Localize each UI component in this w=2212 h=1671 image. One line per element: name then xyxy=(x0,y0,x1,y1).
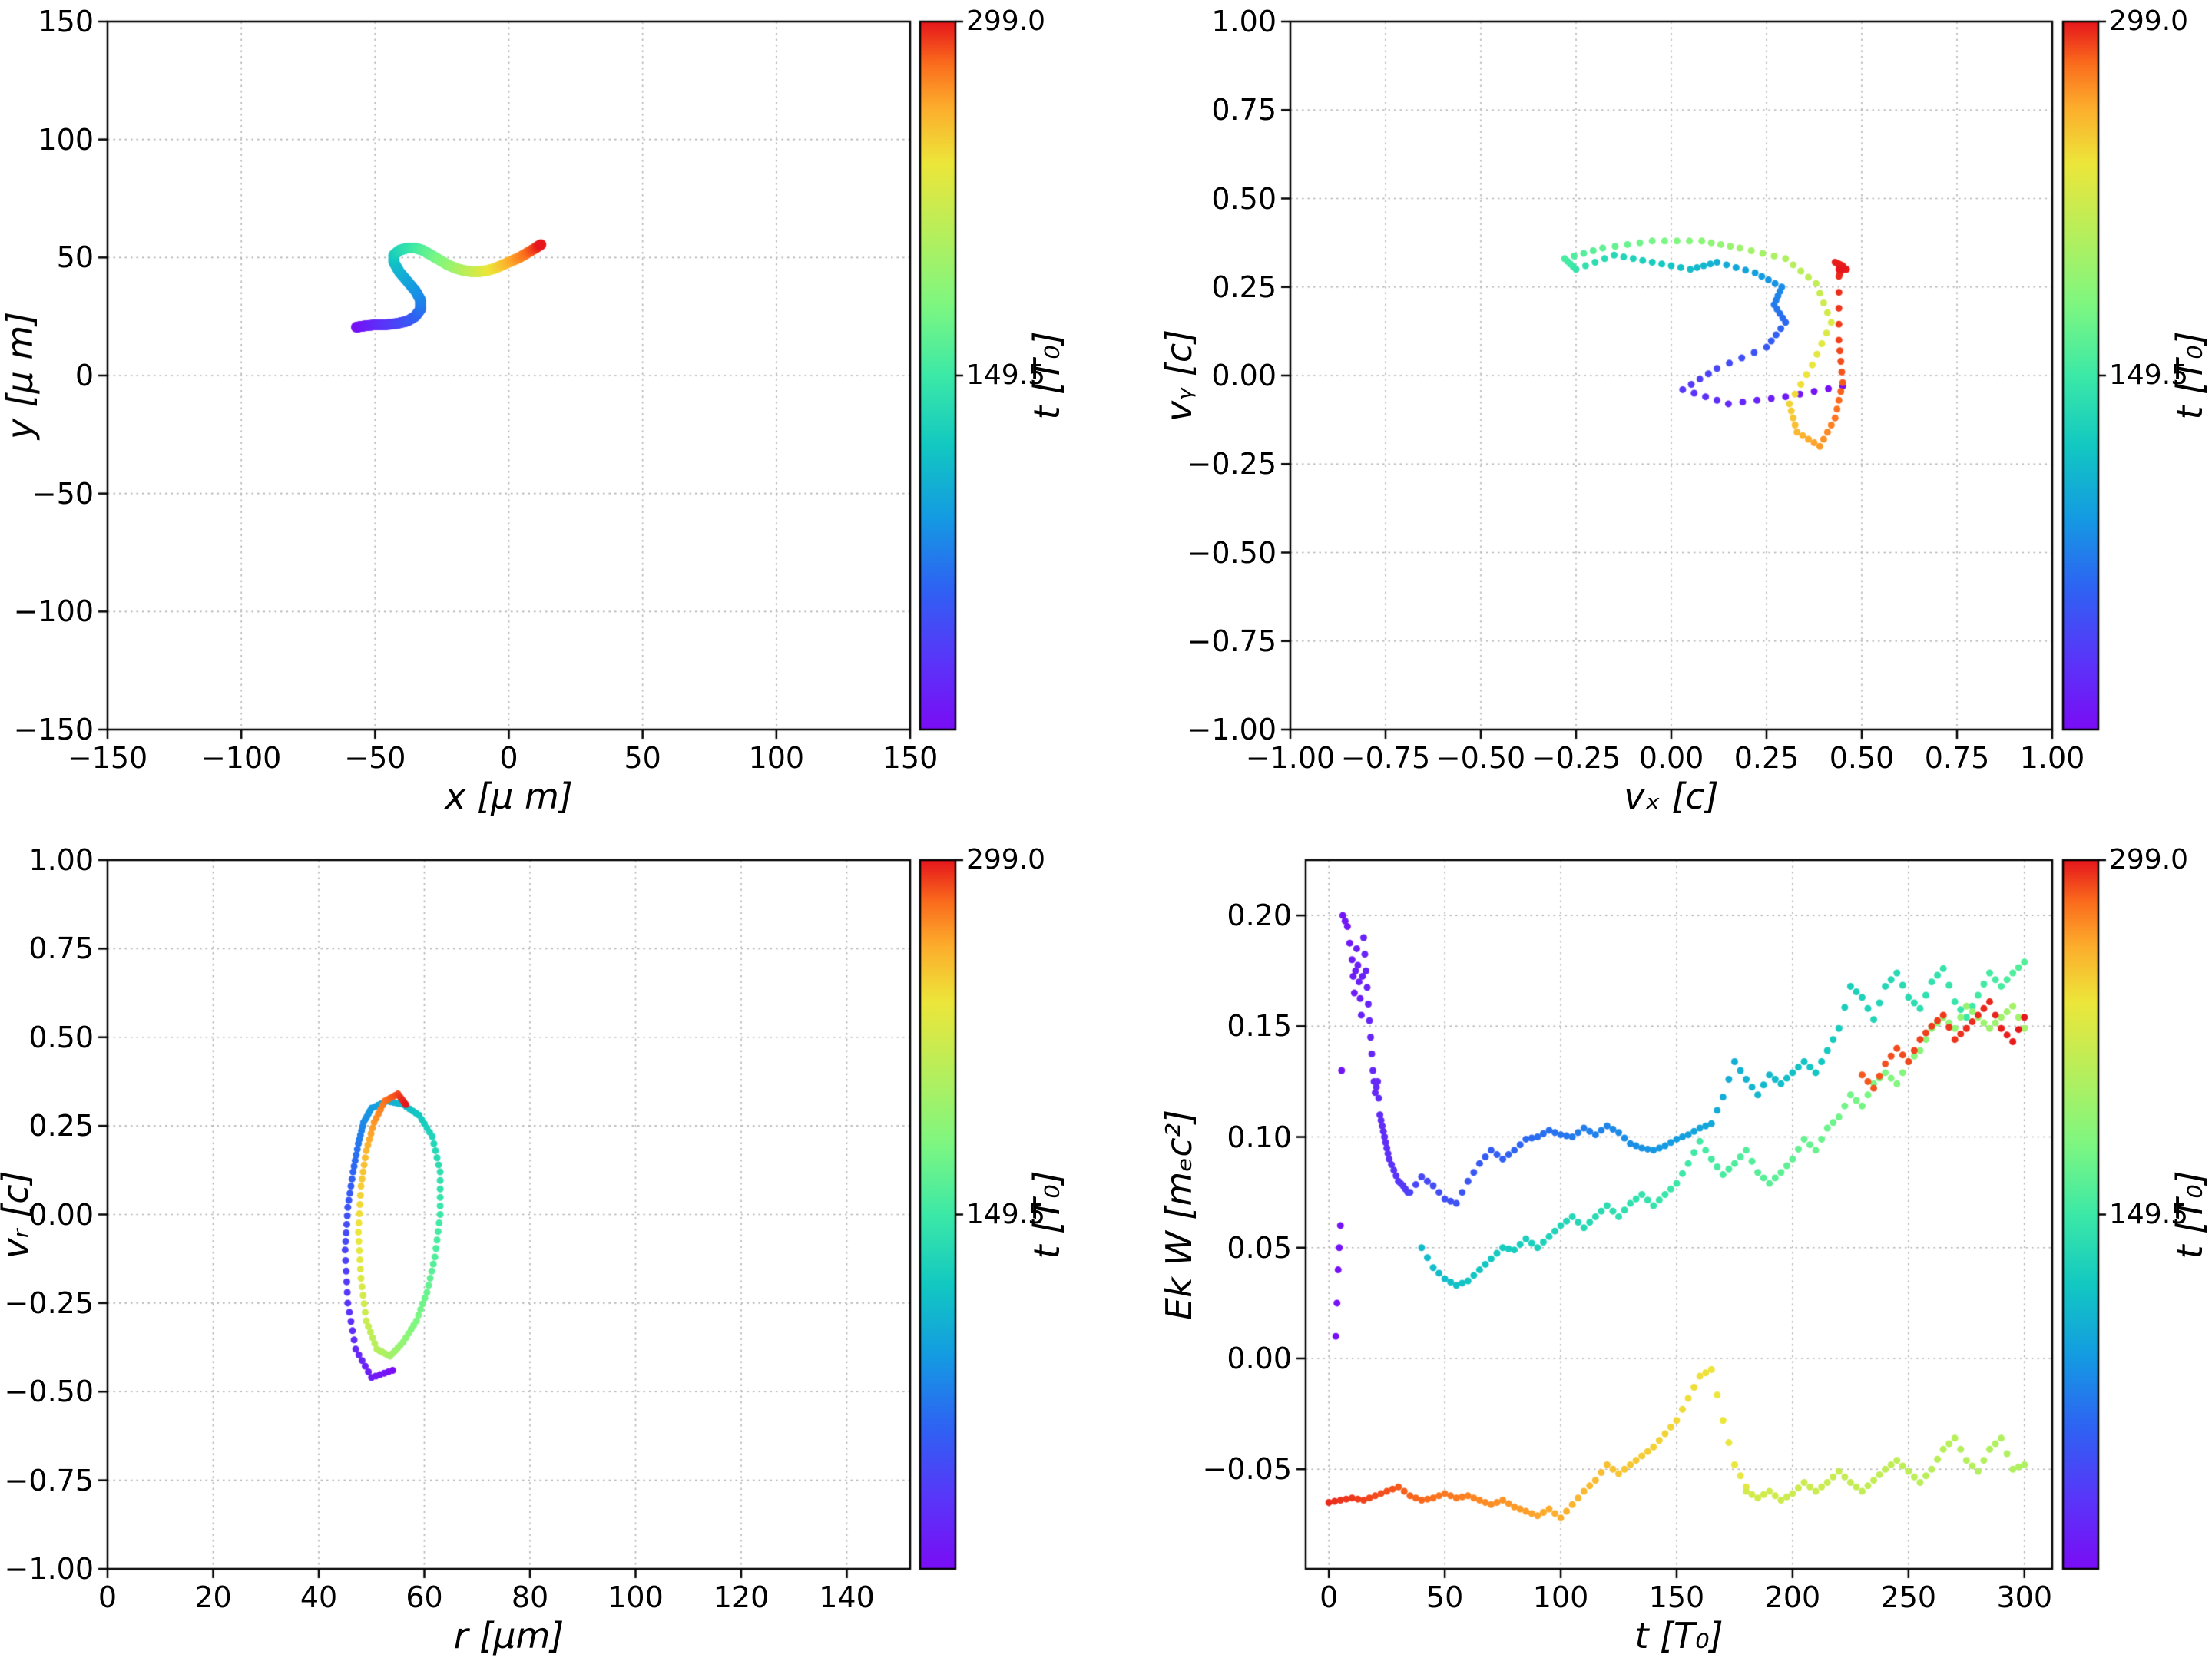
tick-label: 50 xyxy=(56,240,94,275)
tick-label: 50 xyxy=(1426,1580,1464,1614)
x-axis-label: t [T₀] xyxy=(1634,1615,1724,1656)
colorbar-tick-max: 299.0 xyxy=(2109,5,2189,37)
tick-label: 100 xyxy=(38,122,94,157)
tick-label: 1.00 xyxy=(1211,5,1277,38)
tick-label: 250 xyxy=(1880,1580,1937,1614)
tick-label: 100 xyxy=(608,1580,664,1614)
tick-label: −0.50 xyxy=(1435,741,1526,775)
tick-label: −0.05 xyxy=(1202,1452,1292,1487)
tick-label: 80 xyxy=(511,1580,549,1614)
tick-label: 0.50 xyxy=(1211,181,1277,216)
tick-label: 0 xyxy=(75,359,94,392)
tick-label: −1.00 xyxy=(1245,741,1336,775)
x-axis-label: vₓ [c] xyxy=(1624,776,1719,817)
tick-label: 0.50 xyxy=(1829,741,1895,775)
tick-label: −0.50 xyxy=(4,1375,94,1409)
y-axis-label: Ek W [mₑc²] xyxy=(1158,1109,1200,1320)
tick-label: 140 xyxy=(819,1580,875,1614)
tick-label: 1.00 xyxy=(2019,741,2085,775)
tick-label: −0.75 xyxy=(4,1463,94,1497)
tick-label: 200 xyxy=(1764,1580,1821,1614)
tick-label: −0.50 xyxy=(1187,535,1277,570)
tick-label: 0.75 xyxy=(28,931,94,966)
tick-label: 100 xyxy=(748,741,805,775)
tick-label: 0.50 xyxy=(28,1020,94,1054)
colorbar-tick-mid: 149.5 xyxy=(966,1198,1046,1230)
tick-label: −0.25 xyxy=(1531,741,1621,775)
tick-label: 1.00 xyxy=(28,843,94,877)
tick-label: 150 xyxy=(38,5,94,38)
tick-label: 120 xyxy=(713,1580,770,1614)
tick-label: −0.75 xyxy=(1340,741,1431,775)
colorbar-label: t [T₀] xyxy=(2169,1170,2210,1259)
tick-label: 0.75 xyxy=(1211,93,1277,127)
x-axis-label: r [μm] xyxy=(453,1615,565,1656)
tick-label: 0.20 xyxy=(1227,898,1292,933)
tick-label: 0.15 xyxy=(1227,1009,1292,1044)
y-axis-label: vᵧ [c] xyxy=(1158,329,1200,422)
y-axis-label: y [μ m] xyxy=(0,311,41,440)
tick-label: −0.25 xyxy=(1187,447,1277,481)
tick-label: −1.00 xyxy=(1187,713,1277,746)
tick-label: 0.00 xyxy=(1638,741,1704,775)
tick-label: −100 xyxy=(200,741,282,775)
colorbar-tick-mid: 149.5 xyxy=(2109,359,2189,391)
tick-label: 0.00 xyxy=(1211,359,1277,392)
tick-label: 150 xyxy=(1648,1580,1705,1614)
colorbar-tick-mid: 149.5 xyxy=(2109,1198,2189,1230)
tick-label: −0.25 xyxy=(4,1286,94,1320)
tick-label: −50 xyxy=(344,741,406,775)
tick-label: −100 xyxy=(13,594,94,629)
tick-label: 0.25 xyxy=(1211,270,1277,304)
tick-label: 0 xyxy=(98,1580,118,1614)
tick-label: −50 xyxy=(31,476,94,511)
colorbar-label: t [T₀] xyxy=(2169,331,2210,420)
tick-label: 0.05 xyxy=(1227,1230,1292,1265)
tick-label: 100 xyxy=(1532,1580,1589,1614)
tick-label: 0.00 xyxy=(1227,1341,1292,1375)
colorbar-tick-mid: 149.5 xyxy=(966,359,1046,391)
x-axis-label: x [μ m] xyxy=(445,776,573,817)
colorbar-tick-max: 299.0 xyxy=(2109,844,2189,875)
tick-label: 0.25 xyxy=(28,1109,94,1143)
tick-label: −150 xyxy=(67,741,148,775)
tick-label: 0.25 xyxy=(1734,741,1800,775)
tick-label: 60 xyxy=(406,1580,443,1614)
colorbar-tick-max: 299.0 xyxy=(966,844,1046,875)
tick-label: −1.00 xyxy=(4,1552,94,1586)
tick-label: 0.00 xyxy=(28,1197,94,1232)
tick-label: 300 xyxy=(1996,1580,2053,1614)
tick-label: 0 xyxy=(499,741,518,775)
colorbar-label: t [T₀] xyxy=(1026,1170,1068,1259)
tick-label: 40 xyxy=(300,1580,338,1614)
tick-label: −0.75 xyxy=(1187,624,1277,658)
tick-label: 0.75 xyxy=(1924,741,1990,775)
colorbar-tick-max: 299.0 xyxy=(966,5,1046,37)
tick-label: 20 xyxy=(194,1580,232,1614)
tick-label: 150 xyxy=(882,741,939,775)
tick-label: −150 xyxy=(13,713,94,746)
tick-label: 0.10 xyxy=(1227,1120,1292,1154)
tick-label: 50 xyxy=(624,741,661,775)
colorbar-label: t [T₀] xyxy=(1026,331,1068,420)
tick-label: 0 xyxy=(1320,1580,1339,1614)
